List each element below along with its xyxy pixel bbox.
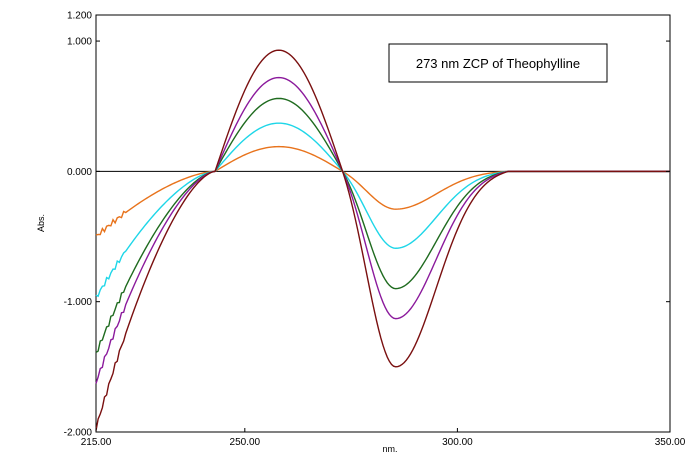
x-tick-label: 215.00: [81, 437, 112, 448]
series-line-5: [95, 49, 670, 431]
y-tick-label: -2.000: [64, 428, 93, 439]
x-tick-label: 300.00: [442, 437, 473, 448]
y-tick-label: -1.000: [64, 297, 93, 308]
y-tick-label: 0.000: [67, 167, 92, 178]
plot-area: [95, 14, 671, 433]
x-tick-label: 250.00: [230, 437, 261, 448]
y-tick-label: 1.200: [67, 11, 92, 22]
x-axis-label: nm.: [382, 444, 397, 454]
y-axis-label: Abs.: [36, 214, 46, 232]
y-tick-label: 1.000: [67, 37, 92, 48]
x-tick-label: 350.00: [655, 437, 686, 448]
annotation-text: 273 nm ZCP of Theophylline: [416, 56, 580, 71]
annotation-box: [388, 43, 608, 83]
